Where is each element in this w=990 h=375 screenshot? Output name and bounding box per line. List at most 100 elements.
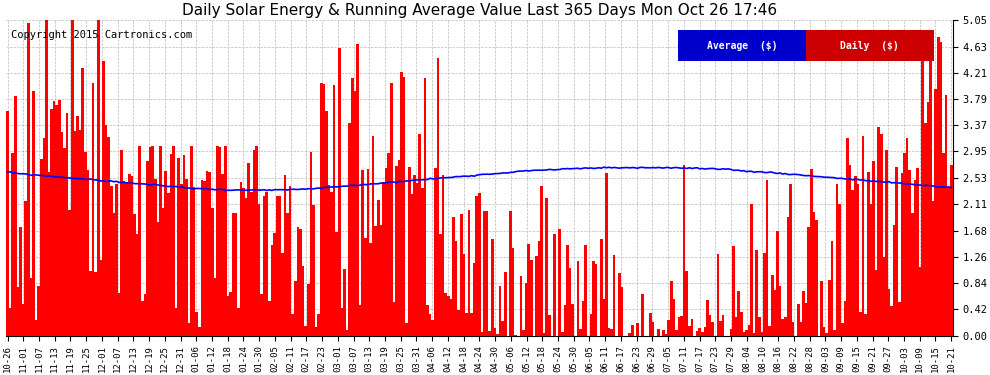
Bar	[861, 136, 864, 336]
Bar	[364, 238, 366, 336]
Bar	[898, 302, 901, 336]
Bar	[385, 168, 387, 336]
Bar	[888, 289, 890, 336]
Bar	[66, 113, 68, 336]
Bar	[126, 182, 128, 336]
Title: Daily Solar Energy & Running Average Value Last 365 Days Mon Oct 26 17:46: Daily Solar Energy & Running Average Val…	[182, 3, 777, 18]
Bar	[229, 292, 232, 336]
Bar	[922, 31, 924, 336]
Bar	[667, 320, 670, 336]
Bar	[730, 329, 733, 336]
Bar	[302, 266, 304, 336]
Bar	[154, 179, 156, 336]
Bar	[177, 158, 180, 336]
Bar	[209, 172, 211, 336]
Bar	[545, 198, 548, 336]
Bar	[800, 322, 802, 336]
Bar	[22, 304, 25, 336]
Bar	[760, 332, 763, 336]
Bar	[416, 183, 419, 336]
Bar	[752, 333, 755, 336]
Bar	[467, 210, 470, 336]
Bar	[315, 327, 318, 336]
Bar	[344, 269, 346, 336]
Bar	[164, 171, 167, 336]
Bar	[445, 292, 446, 336]
Bar	[14, 96, 17, 336]
Bar	[353, 90, 356, 336]
Bar	[249, 192, 252, 336]
Bar	[940, 42, 942, 336]
Bar	[222, 174, 224, 336]
Bar	[789, 184, 792, 336]
Bar	[937, 37, 940, 336]
Text: Average  ($): Average ($)	[707, 40, 777, 51]
Bar	[813, 212, 815, 336]
Bar	[631, 325, 634, 336]
Bar	[159, 147, 161, 336]
Bar	[766, 180, 768, 336]
Bar	[216, 147, 219, 336]
Bar	[491, 239, 494, 336]
Bar	[446, 296, 449, 336]
Bar	[123, 182, 126, 336]
Bar	[906, 138, 909, 336]
Bar	[590, 314, 592, 336]
Bar	[773, 290, 776, 336]
Bar	[875, 270, 877, 336]
Bar	[432, 320, 434, 336]
Bar	[834, 330, 836, 336]
Bar	[901, 173, 903, 336]
Bar	[462, 254, 465, 336]
Bar	[522, 330, 525, 336]
Bar	[307, 285, 310, 336]
Bar	[214, 278, 216, 336]
Bar	[561, 332, 563, 336]
Bar	[758, 317, 760, 336]
Bar	[243, 188, 245, 336]
Bar	[499, 286, 501, 336]
Bar	[584, 245, 587, 336]
Bar	[449, 299, 452, 336]
Bar	[40, 159, 43, 336]
Bar	[265, 192, 268, 336]
Bar	[722, 315, 725, 336]
Bar	[442, 175, 445, 336]
Bar	[336, 232, 338, 336]
Bar	[46, 20, 48, 336]
Bar	[198, 327, 201, 336]
Bar	[712, 322, 714, 336]
Bar	[27, 23, 30, 336]
Bar	[696, 331, 698, 336]
Bar	[50, 109, 52, 336]
Bar	[595, 264, 597, 336]
Bar	[944, 95, 947, 336]
Bar	[846, 138, 848, 336]
Bar	[167, 193, 169, 336]
Bar	[346, 330, 348, 336]
Bar	[563, 305, 566, 336]
Bar	[387, 153, 390, 336]
Bar	[538, 242, 541, 336]
Bar	[151, 147, 154, 336]
Bar	[440, 234, 442, 336]
Bar	[278, 196, 281, 336]
Bar	[738, 291, 740, 336]
Bar	[351, 78, 353, 336]
Bar	[100, 260, 102, 336]
Bar	[893, 225, 896, 336]
Bar	[203, 182, 206, 336]
Bar	[872, 161, 875, 336]
Bar	[903, 153, 906, 336]
Bar	[826, 333, 828, 336]
Bar	[294, 281, 297, 336]
Bar	[113, 213, 115, 336]
Bar	[600, 239, 603, 336]
Text: Daily  ($): Daily ($)	[841, 40, 899, 51]
Bar	[201, 180, 203, 336]
Bar	[219, 147, 222, 336]
Bar	[291, 314, 294, 336]
Bar	[680, 316, 683, 336]
Bar	[621, 287, 624, 336]
Bar	[882, 257, 885, 336]
